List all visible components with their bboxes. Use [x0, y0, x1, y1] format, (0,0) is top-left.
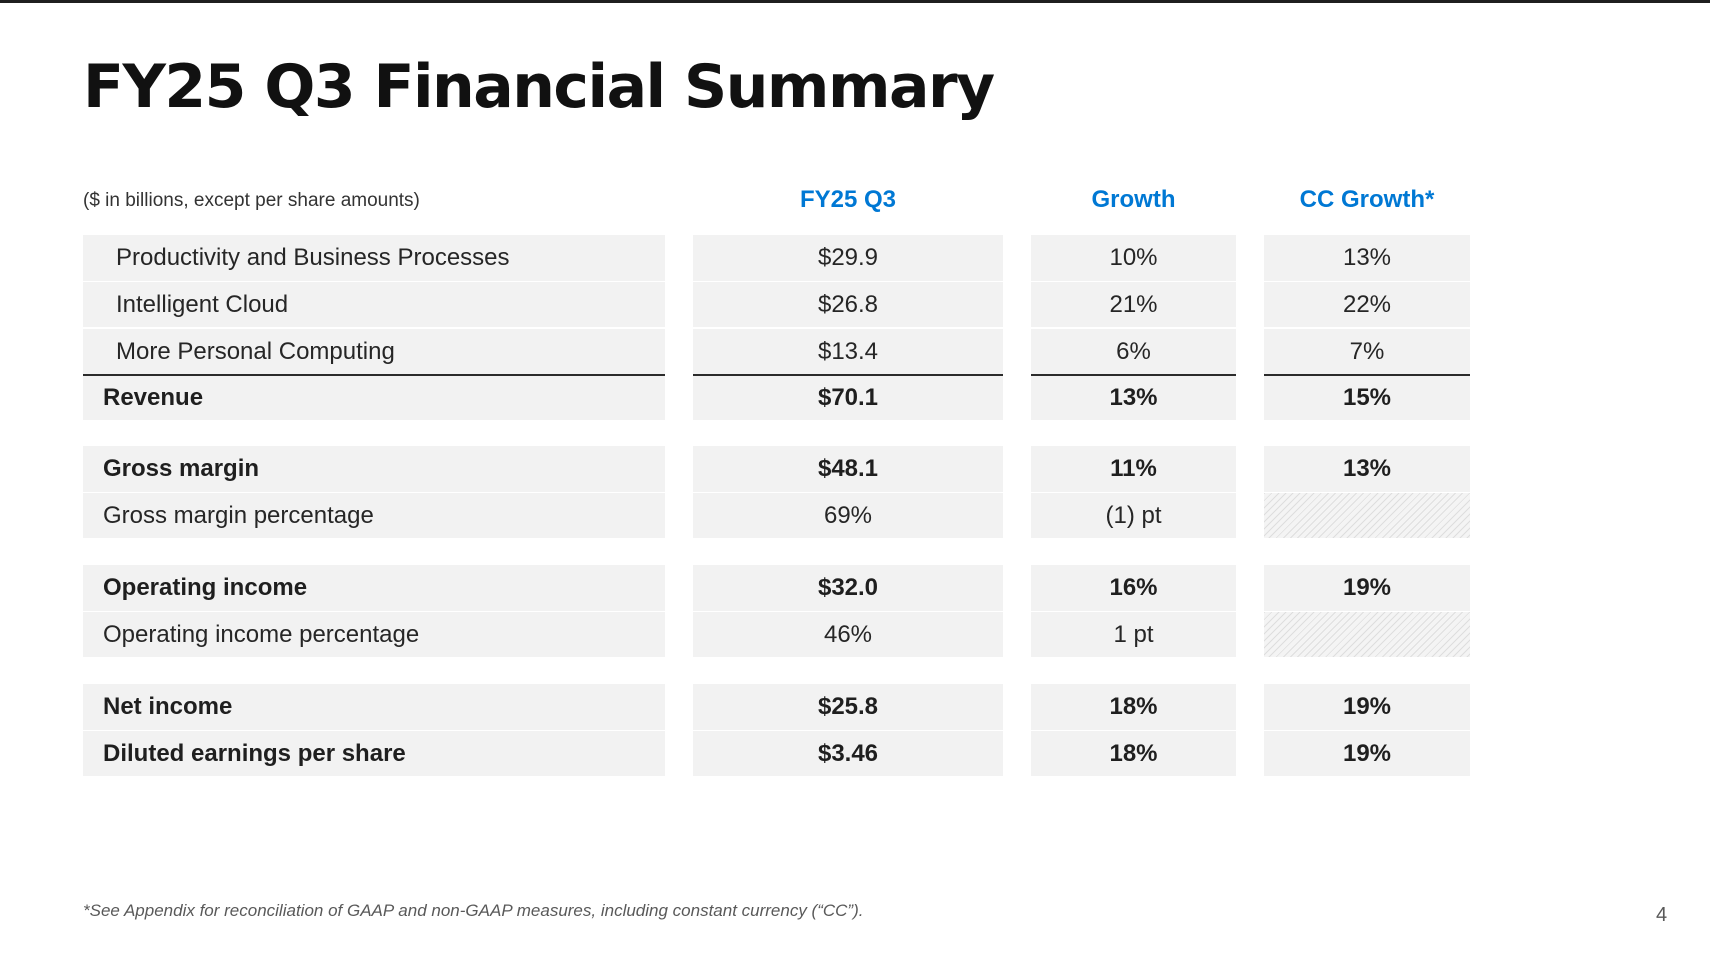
footnote: *See Appendix for reconciliation of GAAP…	[83, 901, 864, 920]
table-cell-cc-growth: 19%	[1264, 684, 1470, 730]
table-row-label: Intelligent Cloud	[83, 281, 665, 327]
table-row-label: Net income	[83, 684, 665, 730]
table-row-label: Productivity and Business Processes	[83, 235, 665, 281]
table-cell-cc-growth-not-applicable	[1264, 492, 1470, 538]
column-header-cc-growth: CC Growth*	[1299, 186, 1435, 213]
table-row-label: Gross margin	[83, 446, 665, 492]
table-cell-growth: 11%	[1031, 446, 1236, 492]
table-cell-fy: $29.9	[693, 235, 1003, 281]
table-cell-growth: (1) pt	[1031, 492, 1236, 538]
units-note: ($ in billions, except per share amounts…	[83, 190, 420, 211]
table-cell-growth: 18%	[1031, 730, 1236, 776]
table-cell-growth: 18%	[1031, 684, 1236, 730]
table-row-label: Operating income percentage	[83, 611, 665, 657]
table-cell-growth: 13%	[1031, 374, 1236, 420]
table-cell-growth: 6%	[1031, 328, 1236, 374]
table-cell-cc-growth: 15%	[1264, 374, 1470, 420]
table-cell-cc-growth-not-applicable	[1264, 611, 1470, 657]
table-cell-fy: 69%	[693, 492, 1003, 538]
table-cell-growth: 21%	[1031, 281, 1236, 327]
table-cell-cc-growth: 13%	[1264, 446, 1470, 492]
page-title: FY25 Q3 Financial Summary	[83, 52, 995, 122]
table-row-label: Revenue	[83, 374, 665, 420]
table-cell-fy: $32.0	[693, 565, 1003, 611]
table-cell-cc-growth: 19%	[1264, 565, 1470, 611]
table-cell-fy: $70.1	[693, 374, 1003, 420]
table-cell-fy: $13.4	[693, 328, 1003, 374]
table-cell-growth: 10%	[1031, 235, 1236, 281]
table-cell-fy: 46%	[693, 611, 1003, 657]
table-cell-cc-growth: 7%	[1264, 328, 1470, 374]
table-row-label: Gross margin percentage	[83, 492, 665, 538]
table-cell-fy: $26.8	[693, 281, 1003, 327]
table-cell-cc-growth: 22%	[1264, 281, 1470, 327]
column-header-growth: Growth	[1091, 186, 1176, 213]
table-row-label: More Personal Computing	[83, 328, 665, 374]
table-row-label: Diluted earnings per share	[83, 730, 665, 776]
table-cell-cc-growth: 13%	[1264, 235, 1470, 281]
page-number: 4	[1656, 904, 1668, 926]
column-header-fy25-q3: FY25 Q3	[799, 186, 897, 213]
table-cell-fy: $25.8	[693, 684, 1003, 730]
table-cell-fy: $48.1	[693, 446, 1003, 492]
table-cell-fy: $3.46	[693, 730, 1003, 776]
table-cell-cc-growth: 19%	[1264, 730, 1470, 776]
table-row-label: Operating income	[83, 565, 665, 611]
table-cell-growth: 16%	[1031, 565, 1236, 611]
table-cell-growth: 1 pt	[1031, 611, 1236, 657]
top-border-line	[0, 0, 1710, 3]
